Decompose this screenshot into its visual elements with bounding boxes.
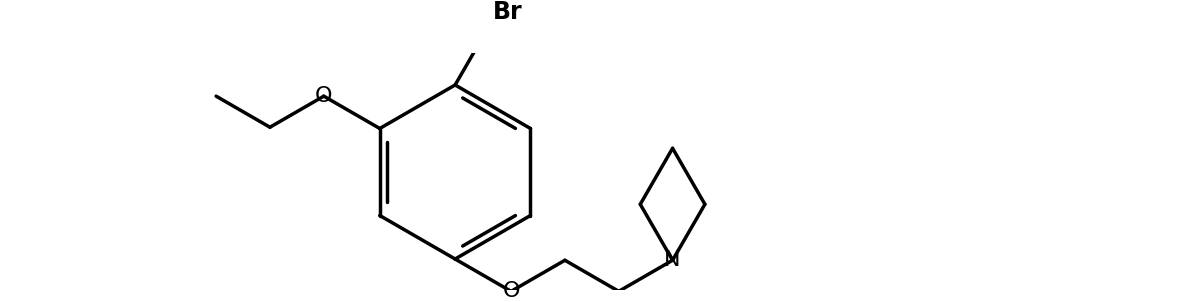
- Text: O: O: [502, 281, 520, 301]
- Text: Br: Br: [493, 0, 523, 24]
- Text: O: O: [315, 86, 333, 106]
- Text: N: N: [664, 250, 681, 270]
